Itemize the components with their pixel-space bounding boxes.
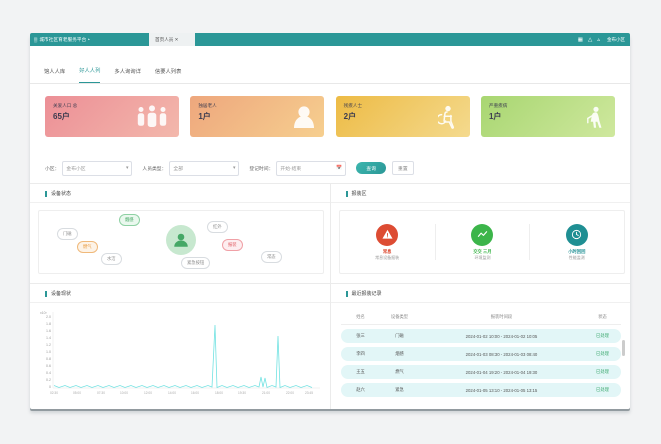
svg-text:1.4: 1.4 <box>46 336 51 340</box>
svg-text:22:00: 22:00 <box>286 391 294 395</box>
svg-text:1.2: 1.2 <box>46 343 51 347</box>
svg-text:12:00: 12:00 <box>144 391 152 395</box>
svg-text:10:00: 10:00 <box>120 391 128 395</box>
svg-text:1.6: 1.6 <box>46 329 51 333</box>
svg-text:0.2: 0.2 <box>46 378 51 382</box>
svg-text:07:30: 07:30 <box>97 391 105 395</box>
svg-text:02:30: 02:30 <box>50 391 58 395</box>
svg-text:0.4: 0.4 <box>46 371 51 375</box>
svg-text:2.0: 2.0 <box>46 315 51 319</box>
svg-text:18:00: 18:00 <box>215 391 223 395</box>
svg-text:1.8: 1.8 <box>46 322 51 326</box>
svg-text:19:30: 19:30 <box>238 391 246 395</box>
svg-text:16:00: 16:00 <box>191 391 199 395</box>
svg-text:1.0: 1.0 <box>46 350 51 354</box>
svg-text:05:00: 05:00 <box>73 391 81 395</box>
svg-text:21:00: 21:00 <box>262 391 270 395</box>
svg-text:23:45: 23:45 <box>305 391 313 395</box>
svg-text:0.8: 0.8 <box>46 357 51 361</box>
svg-text:0: 0 <box>49 385 51 389</box>
svg-text:14:00: 14:00 <box>168 391 176 395</box>
svg-text:0.6: 0.6 <box>46 364 51 368</box>
